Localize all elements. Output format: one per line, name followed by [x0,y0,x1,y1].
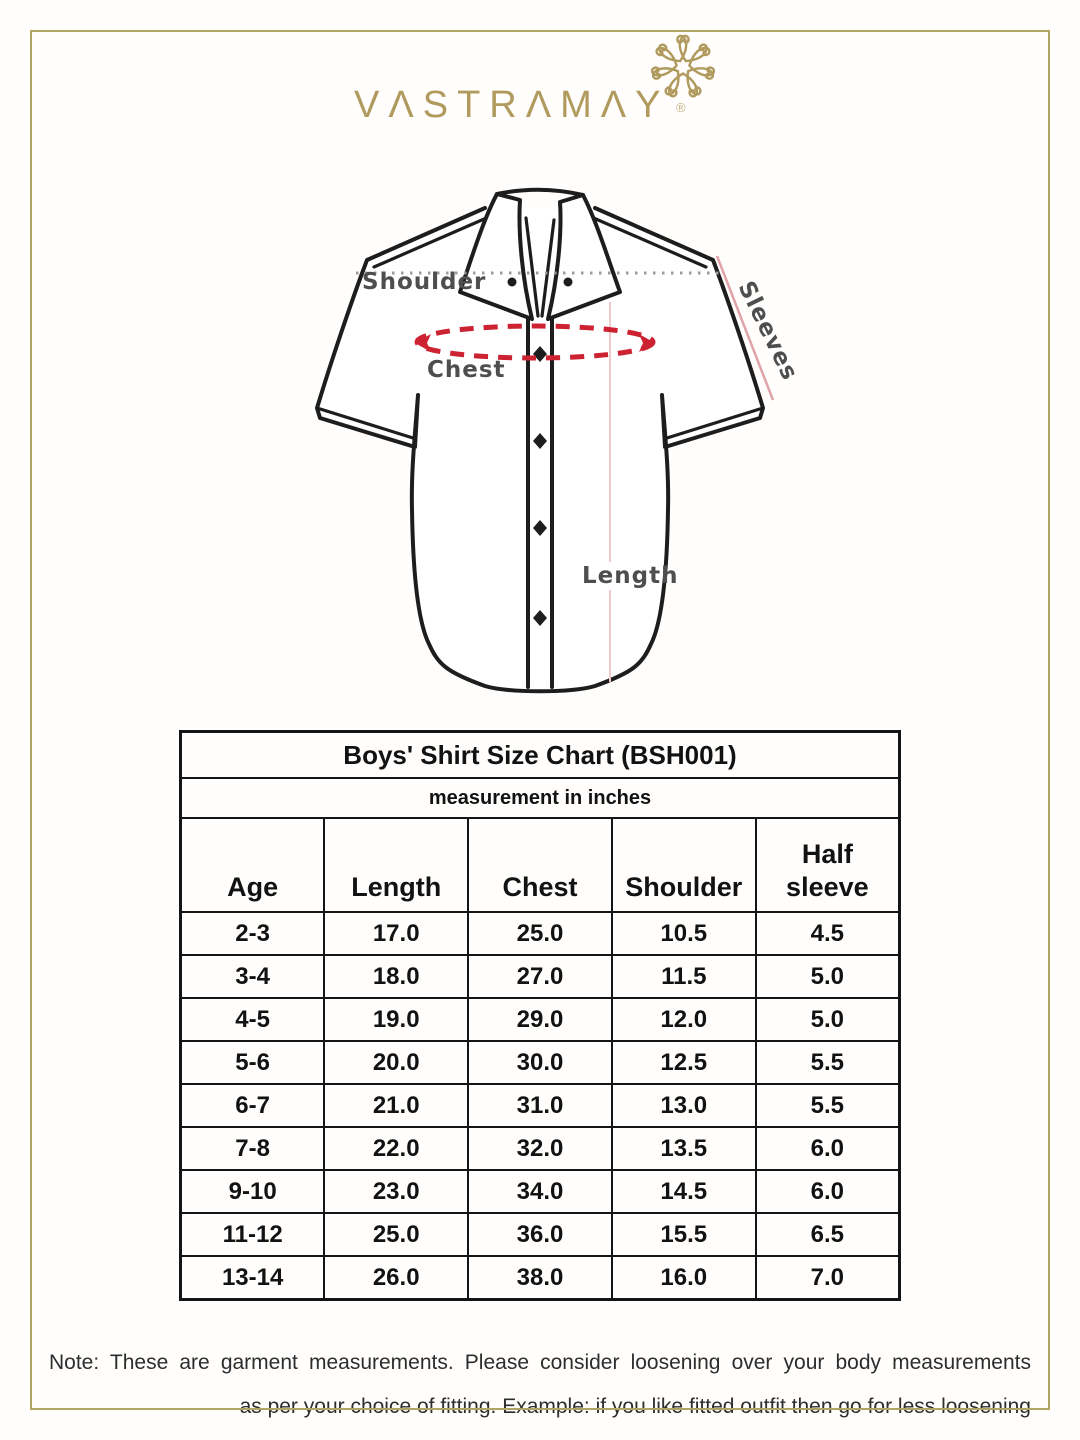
table-cell: 34.0 [467,1169,613,1214]
table-cell: 22.0 [323,1126,470,1171]
table-header-row: Age Length Chest Shoulder Half sleeve [179,817,901,913]
measurement-note: Note: These are garment measurements. Pl… [49,1341,1031,1429]
table-cell: 2-3 [179,911,326,956]
table-row: 9-10 23.0 34.0 14.5 6.0 [179,1169,901,1214]
table-cell: 38.0 [467,1255,613,1301]
table-cell: 5.5 [754,1040,901,1085]
shoulder-label: Shoulder [362,269,486,295]
table-cell: 15.5 [610,1212,757,1257]
table-cell: 11.5 [610,954,757,999]
table-cell: 25.0 [467,911,613,956]
table-cell: 20.0 [323,1040,470,1085]
table-cell: 36.0 [467,1212,613,1257]
right-shoulder-seam [587,214,708,269]
table-cell: 10.5 [610,911,757,956]
table-cell: 13.5 [610,1126,757,1171]
left-shoulder-seam [372,214,493,269]
table-cell: 14.5 [610,1169,757,1214]
table-cell: 27.0 [467,954,613,999]
table-cell: 21.0 [323,1083,470,1128]
collar-left-flap [458,192,534,321]
table-cell: 19.0 [323,997,470,1042]
note-line-1: Note: These are garment measurements. Pl… [49,1351,1031,1374]
table-cell: 4.5 [754,911,901,956]
right-cuff-seam [665,406,765,440]
table-cell: 23.0 [323,1169,470,1214]
table-subtitle: measurement in inches [179,777,901,819]
chest-arrow-right [639,334,655,352]
table-cell: 4-5 [179,997,326,1042]
table-cell: 13.0 [610,1083,757,1128]
table-cell: 6.0 [754,1169,901,1214]
table-cell: 12.0 [610,997,757,1042]
front-opening [524,216,556,318]
table-cell: 31.0 [467,1083,613,1128]
left-cuff-seam [315,406,415,440]
table-cell: 5-6 [179,1040,326,1085]
table-cell: 5.0 [754,997,901,1042]
brand-header: VΛSTRΛMΛY ® [0,0,1080,150]
table-cell: 11-12 [179,1212,326,1257]
collar-back-edge [495,187,585,197]
table-cell: 9-10 [179,1169,326,1214]
table-cell: 5.0 [754,954,901,999]
column-header: Half sleeve [754,817,901,913]
table-body: 2-3 17.0 25.0 10.5 4.5 3-4 18.0 27.0 11.5 5.0 4-5 1… [179,911,901,1301]
table-row: 4-5 19.0 29.0 12.0 5.0 [179,997,901,1042]
column-header: Chest [467,817,613,913]
table-cell: 6.5 [754,1212,901,1257]
column-header: Shoulder [610,817,757,913]
brand-logo-text: VΛSTRΛMΛY [354,84,670,126]
shirt-measurement-diagram: Shoulder Chest Length Sleeves [315,187,803,694]
brand-ornament-icon [650,34,716,98]
registered-trademark-symbol: ® [676,100,686,115]
table-cell: 6.0 [754,1126,901,1171]
table-cell: 13-14 [179,1255,326,1301]
table-cell: 5.5 [754,1083,901,1128]
table-row: 13-14 26.0 38.0 16.0 7.0 [179,1255,901,1301]
table-subtitle-row: measurement in inches [179,777,901,819]
chest-arrow-left [415,334,431,352]
table-row: 11-12 25.0 36.0 15.5 6.5 [179,1212,901,1257]
collar-right-flap [546,193,622,321]
table-row: 2-3 17.0 25.0 10.5 4.5 [179,911,901,956]
column-header: Length [323,817,470,913]
size-chart-table: Boys' Shirt Size Chart (BSH001) measurem… [179,730,901,1301]
length-label: Length [582,563,678,589]
table-cell: 6-7 [179,1083,326,1128]
table-cell: 17.0 [323,911,470,956]
table-row: 7-8 22.0 32.0 13.5 6.0 [179,1126,901,1171]
table-cell: 25.0 [323,1212,470,1257]
table-row: 6-7 21.0 31.0 13.0 5.5 [179,1083,901,1128]
table-cell: 26.0 [323,1255,470,1301]
chest-label: Chest [427,357,506,383]
shirt-body-outline [315,206,765,694]
column-header: Age [179,817,326,913]
table-cell: 7-8 [179,1126,326,1171]
table-cell: 29.0 [467,997,613,1042]
table-cell: 18.0 [323,954,470,999]
table-row: 5-6 20.0 30.0 12.5 5.5 [179,1040,901,1085]
table-cell: 7.0 [754,1255,901,1301]
table-cell: 30.0 [467,1040,613,1085]
table-title-row: Boys' Shirt Size Chart (BSH001) [179,730,901,779]
table-cell: 12.5 [610,1040,757,1085]
button-placket [526,314,554,689]
table-cell: 32.0 [467,1126,613,1171]
table-cell: 16.0 [610,1255,757,1301]
table-cell: 3-4 [179,954,326,999]
shirt-buttons [507,277,573,626]
table-title: Boys' Shirt Size Chart (BSH001) [179,730,901,779]
table-row: 3-4 18.0 27.0 11.5 5.0 [179,954,901,999]
sleeve-guide-line [715,255,775,401]
note-line-2: as per your choice of fitting. Example: … [239,1395,1031,1418]
